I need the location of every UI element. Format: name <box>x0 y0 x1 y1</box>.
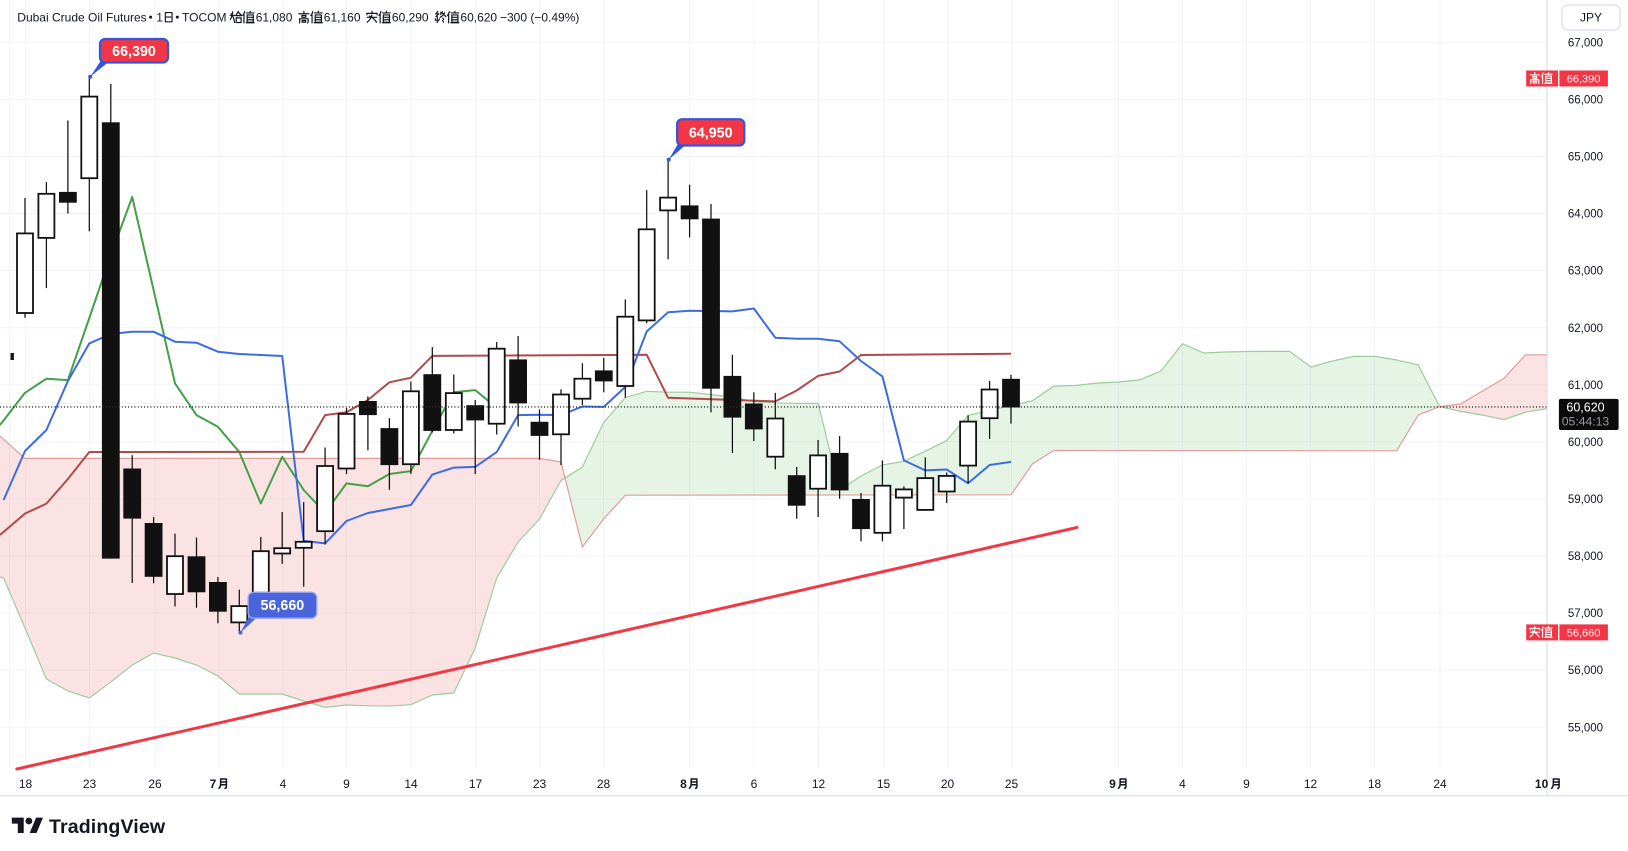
svg-text:66,390: 66,390 <box>112 44 156 60</box>
svg-text:61,080: 61,080 <box>256 10 293 24</box>
svg-text:17: 17 <box>469 777 483 791</box>
svg-text:05:44:13: 05:44:13 <box>1562 414 1610 428</box>
svg-text:4: 4 <box>280 777 287 791</box>
svg-text:6: 6 <box>751 777 758 791</box>
svg-text:56,660: 56,660 <box>1567 627 1601 639</box>
svg-text:63,000: 63,000 <box>1568 266 1603 278</box>
svg-text:10: 10 <box>1535 777 1549 791</box>
svg-text:60,290: 60,290 <box>392 10 429 24</box>
svg-text:64,000: 64,000 <box>1568 209 1603 221</box>
svg-text:9: 9 <box>343 777 350 791</box>
svg-text:58,000: 58,000 <box>1568 551 1603 563</box>
svg-text:1: 1 <box>156 10 163 24</box>
svg-text:67,000: 67,000 <box>1568 37 1603 49</box>
svg-text:62,000: 62,000 <box>1568 323 1603 335</box>
svg-text:TradingView: TradingView <box>49 816 166 838</box>
svg-text:8: 8 <box>680 777 687 791</box>
svg-text:28: 28 <box>597 777 611 791</box>
svg-text:55,000: 55,000 <box>1568 722 1603 734</box>
svg-text:18: 18 <box>1368 777 1382 791</box>
svg-text:23: 23 <box>83 777 97 791</box>
svg-text:20: 20 <box>941 777 955 791</box>
svg-text:12: 12 <box>1304 777 1318 791</box>
svg-text:64,950: 64,950 <box>689 125 733 141</box>
svg-text:4: 4 <box>1179 777 1186 791</box>
svg-text:66,000: 66,000 <box>1568 95 1603 107</box>
svg-text:9: 9 <box>1243 777 1250 791</box>
svg-text:12: 12 <box>812 777 826 791</box>
svg-text:66,390: 66,390 <box>1567 73 1601 85</box>
svg-text:23: 23 <box>533 777 547 791</box>
svg-text:56,000: 56,000 <box>1568 665 1603 677</box>
svg-text:61,000: 61,000 <box>1568 380 1603 392</box>
svg-text:15: 15 <box>877 777 891 791</box>
svg-text:60,620: 60,620 <box>1566 400 1604 414</box>
svg-text:TOCOM: TOCOM <box>182 10 226 24</box>
svg-text:−300 (−0.49%): −300 (−0.49%) <box>500 10 579 24</box>
svg-text:57,000: 57,000 <box>1568 608 1603 620</box>
svg-text:24: 24 <box>1433 777 1447 791</box>
svg-text:65,000: 65,000 <box>1568 152 1603 164</box>
svg-text:18: 18 <box>19 777 33 791</box>
svg-text:56,660: 56,660 <box>261 598 305 614</box>
svg-text:59,000: 59,000 <box>1568 494 1603 506</box>
svg-text:25: 25 <box>1005 777 1019 791</box>
svg-text:9: 9 <box>1109 777 1116 791</box>
svg-text:JPY: JPY <box>1580 11 1602 25</box>
svg-text:14: 14 <box>404 777 418 791</box>
svg-text:60,000: 60,000 <box>1568 437 1603 449</box>
svg-text:Dubai Crude Oil Futures: Dubai Crude Oil Futures <box>17 10 146 24</box>
svg-text:60,620: 60,620 <box>460 10 497 24</box>
svg-text:61,160: 61,160 <box>324 10 361 24</box>
svg-text:26: 26 <box>148 777 162 791</box>
svg-text:7: 7 <box>210 777 217 791</box>
